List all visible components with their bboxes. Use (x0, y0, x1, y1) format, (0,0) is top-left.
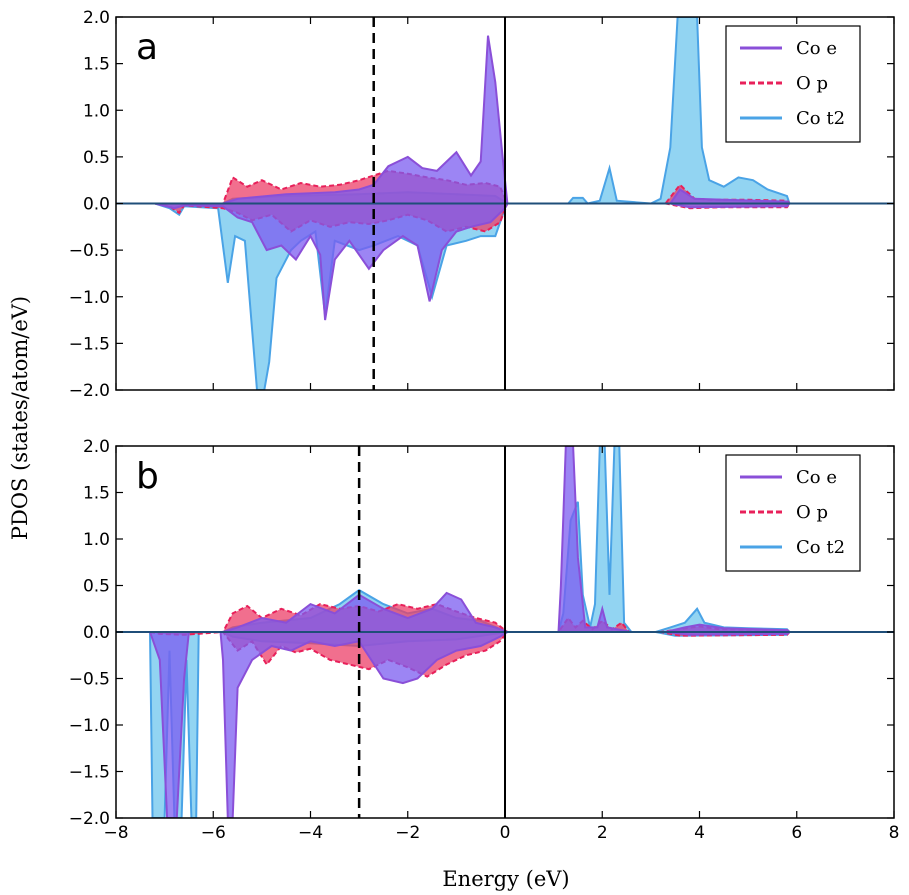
area-co_t2-up-b (154, 446, 792, 633)
legend-entry: O p (796, 73, 828, 94)
y-tick-label: −2.0 (69, 381, 110, 401)
y-tick-label: 1.0 (83, 530, 110, 550)
x-tick-label: −6 (201, 823, 226, 843)
x-tick-label: −2 (395, 823, 420, 843)
x-tick-label: 6 (791, 823, 802, 843)
x-tick-label: 0 (500, 823, 511, 843)
legend-entry: O p (796, 502, 828, 523)
y-tick-label: 2.0 (83, 8, 110, 28)
area-co_e-down-b (148, 631, 793, 818)
x-tick-label: 2 (597, 823, 608, 843)
legend-entry: Co e (796, 467, 837, 488)
y-axis-title: PDOS (states/atom/eV) (8, 296, 32, 540)
y-tick-label: −1.5 (69, 334, 110, 354)
legend-entry: Co t2 (796, 537, 845, 558)
y-tick-label: −1.0 (69, 288, 110, 308)
panel-label: a (136, 27, 158, 68)
y-tick-label: 0.0 (83, 195, 110, 215)
legend-box (725, 25, 861, 143)
legend: Co e O p Co t2 (725, 25, 861, 143)
x-tick-label: −8 (103, 823, 128, 843)
x-axis-title: Energy (eV) (442, 867, 569, 891)
legend-entry: Co e (796, 38, 837, 59)
area-co_e-up-b (154, 446, 793, 633)
legend-entry: Co t2 (796, 108, 845, 129)
y-tick-label: −1.0 (69, 716, 110, 736)
y-tick-label: −0.5 (69, 670, 110, 690)
area-co_e-up-a (154, 35, 793, 205)
y-tick-label: 1.5 (83, 484, 110, 504)
y-tick-label: 0.5 (83, 148, 110, 168)
x-tick-label: 4 (694, 823, 705, 843)
y-tick-label: −0.5 (69, 241, 110, 261)
y-tick-label: −1.5 (69, 763, 110, 783)
legend: Co e O p Co t2 (725, 454, 861, 572)
x-tick-label: −4 (298, 823, 323, 843)
panel-label: b (136, 456, 159, 497)
plot-area-a (154, 17, 793, 390)
y-tick-label: 1.5 (83, 55, 110, 75)
panel-b: −2.0 −1.5 −1.0 −0.5 0.0 0.5 1.0 1.5 2.0 −8 −6 −4 −2 0… (69, 437, 900, 843)
panel-a: −2.0−1.5−1.0−0.50.00.51.01.52.0a Co eO pC… (69, 8, 895, 401)
legend-box (725, 454, 861, 572)
y-tick-label: 0.5 (83, 577, 110, 597)
y-tick-label: −2.0 (69, 809, 110, 829)
y-tick-label: 2.0 (83, 437, 110, 457)
y-tick-label: 1.0 (83, 101, 110, 121)
x-tick-label: 8 (889, 823, 900, 843)
y-tick-label: 0.0 (83, 623, 110, 643)
panels-group: −2.0−1.5−1.0−0.50.00.51.01.52.0a Co eO pC… (69, 8, 900, 843)
